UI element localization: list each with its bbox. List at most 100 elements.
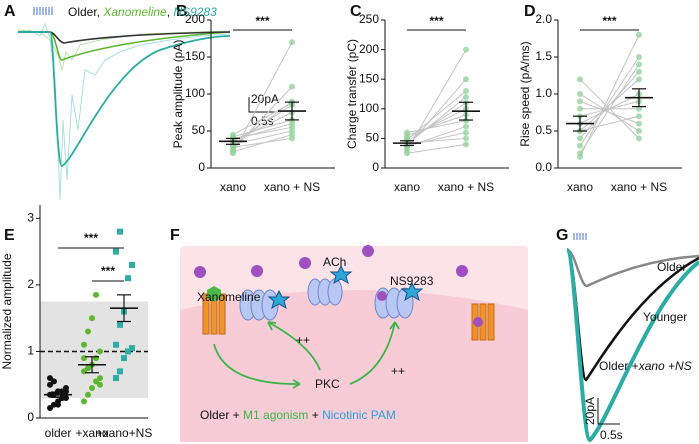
data-point [636,31,642,38]
trace-ns9283 [18,31,231,167]
caption-part: Nicotinic PAM [322,408,396,422]
pair-line [232,112,293,142]
data-point [85,365,91,372]
xanomeline-icon [207,286,221,302]
pair-line [232,41,293,154]
data-point [93,355,99,362]
data-point [113,341,119,348]
data-point [97,381,103,388]
trace-older [18,31,231,44]
data-point [55,401,61,408]
data-point [636,135,642,142]
scale-label: 20pA [583,397,597,425]
data-point [289,131,295,138]
pair-line [232,134,293,153]
data-point [289,83,295,90]
x-tick-label: xano [220,180,246,194]
data-point [577,91,583,97]
pair-line [232,123,293,141]
y-tick-label: 3 [27,210,34,224]
stimulus-marker [33,7,53,15]
y-tick-label: 2 [27,277,34,291]
pair-line [406,90,467,140]
y-axis-label: Rise speed (pA/ms) [518,41,532,146]
significance-label: *** [255,14,269,28]
pair-line [579,64,640,154]
x-tick-label: +xano [75,426,108,440]
legend-entry: , [167,5,174,19]
data-point [463,129,469,136]
trace-label: Younger [643,310,687,324]
legend-entry: Older, [68,5,103,19]
data-point [404,129,410,136]
data-point [636,120,642,127]
y-tick-label: 250 [359,12,379,26]
data-point [51,378,57,385]
pair-line [579,56,640,147]
data-point [289,39,295,46]
pair-line [232,102,293,136]
x-tick-label: older [45,426,72,440]
y-tick-label: 200 [185,12,205,26]
y-tick-label: 0.5 [535,123,552,137]
panel-label: G [556,227,568,244]
ns9283-icon [267,264,424,310]
panel-label: A [4,3,16,20]
data-point [636,76,642,83]
x-tick-label: +xano+NS [96,426,153,440]
panel-label: D [524,3,536,20]
plus-label: ++ [391,364,405,378]
data-point [230,144,236,151]
y-tick-label: 200 [359,42,379,56]
diagram-caption: Older + M1 agonism + Nicotinic PAM [200,408,396,422]
data-point [113,375,119,382]
trace-label: Older +xano +NS [599,359,692,373]
panel-label: C [350,3,362,20]
pair-line [579,34,640,158]
significance-label: *** [602,14,616,28]
data-point [85,391,91,398]
data-point [463,46,469,53]
trace-older [566,248,699,288]
data-point [129,345,135,352]
data-point [59,395,65,402]
data-point [89,315,95,322]
pair-line [579,78,640,132]
x-tick-label: xano + NS [438,180,494,194]
raw-trace [17,22,231,201]
data-point [577,142,583,149]
data-point [85,328,91,335]
trace-label-part: xano +NS [638,359,692,373]
data-point [93,378,99,385]
y-tick-label: 150 [359,71,379,85]
pair-line [579,115,640,132]
data-point [636,113,642,120]
y-tick-label: 50 [192,123,206,137]
trace-panel-g: Older Younger Older +xano +NS 20pA 0.5s [565,233,699,443]
scale-bar [248,97,275,113]
trace-older-treated [565,248,699,443]
y-axis-label: Charge transfer (pC) [345,39,359,149]
data-point [577,150,583,157]
data-point [81,341,87,348]
data-point [117,368,123,375]
trace-xanomeline [18,31,231,61]
data-point [47,375,53,382]
scale-label: 20pA [251,92,279,106]
agonist-label: Xanomeline [197,290,261,304]
pair-line [406,108,467,139]
stimulus-marker [573,233,587,240]
pair-line [406,143,467,154]
y-tick-label: 1.5 [535,49,552,63]
ach-icon [194,245,483,327]
data-point [93,291,99,298]
pair-line [406,120,467,133]
data-point [463,93,469,100]
data-point [463,141,469,148]
data-point [577,135,583,142]
data-point [577,76,583,83]
y-tick-label: 2.0 [535,12,552,26]
legend-entry: Xanomeline [102,5,167,19]
y-tick-label: 0 [27,410,34,424]
data-point [47,405,53,412]
